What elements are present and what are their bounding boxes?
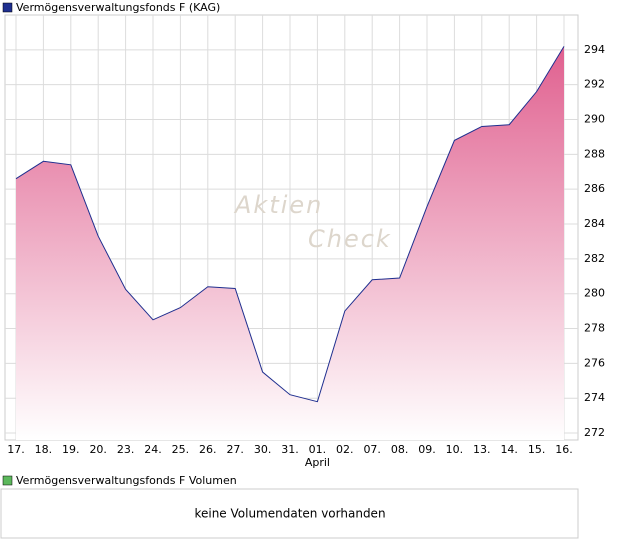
- y-tick-label: 282: [584, 252, 605, 265]
- y-tick-label: 290: [584, 113, 605, 126]
- x-tick-label: 23.: [117, 443, 135, 456]
- x-tick-label: 25.: [172, 443, 190, 456]
- x-tick-label: 27.: [226, 443, 244, 456]
- legend-swatch: [2, 2, 13, 13]
- x-tick-label: 19.: [62, 443, 80, 456]
- x-tick-label: 30.: [254, 443, 272, 456]
- y-tick-label: 292: [584, 78, 605, 91]
- y-tick-label: 294: [584, 43, 605, 56]
- x-tick-label: 07.: [363, 443, 381, 456]
- y-tick-label: 278: [584, 322, 605, 335]
- month-label: April: [305, 456, 330, 469]
- y-tick-label: 284: [584, 217, 605, 230]
- legend-swatch: [2, 475, 13, 486]
- x-tick-label: 09.: [418, 443, 436, 456]
- volume-message: keine Volumendaten vorhanden: [194, 507, 385, 521]
- y-tick-label: 280: [584, 287, 605, 300]
- x-tick-label: 08.: [391, 443, 409, 456]
- x-tick-label: 18.: [35, 443, 53, 456]
- watermark: Check: [308, 225, 392, 253]
- x-tick-label: 02.: [336, 443, 354, 456]
- line: [15, 46, 565, 403]
- volume-panel: [0, 488, 579, 539]
- x-tick-label: 01.: [309, 443, 327, 456]
- x-tick-label: 31.: [281, 443, 299, 456]
- x-tick-label: 24.: [144, 443, 162, 456]
- x-tick-label: 15.: [528, 443, 546, 456]
- y-tick-label: 274: [584, 391, 605, 404]
- x-tick-label: 26.: [199, 443, 217, 456]
- x-tick-label: 10.: [446, 443, 464, 456]
- y-tick-label: 288: [584, 147, 605, 160]
- watermark: Aktien: [233, 191, 323, 219]
- x-tick-label: 16.: [555, 443, 573, 456]
- y-tick-label: 272: [584, 426, 605, 439]
- x-tick-label: 17.: [7, 443, 25, 456]
- x-tick-label: 14.: [500, 443, 518, 456]
- x-tick-label: 20.: [89, 443, 107, 456]
- x-tick-label: 13.: [473, 443, 491, 456]
- chart-title: Vermögensverwaltungsfonds F (KAG): [16, 1, 220, 14]
- y-tick-label: 286: [584, 182, 605, 195]
- area: [16, 46, 564, 441]
- volume-title: Vermögensverwaltungsfonds F Volumen: [16, 474, 237, 487]
- y-tick-label: 276: [584, 356, 605, 369]
